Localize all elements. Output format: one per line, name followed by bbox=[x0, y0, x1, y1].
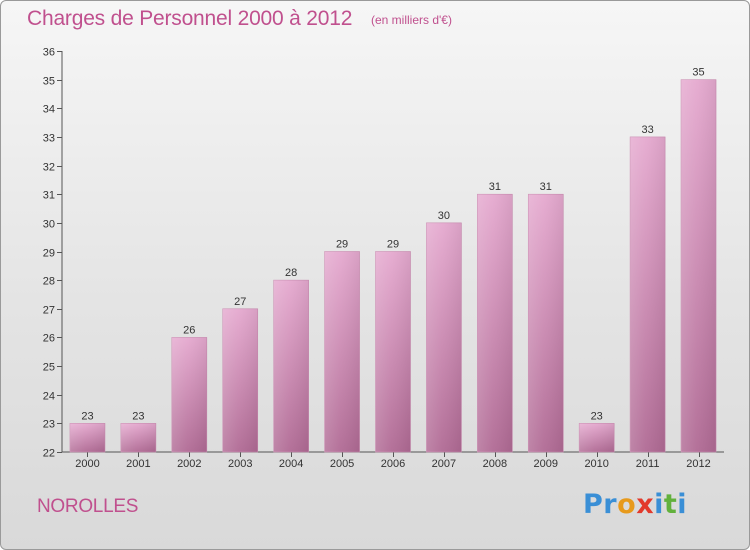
y-tick-label: 23 bbox=[43, 419, 55, 431]
bar-shine bbox=[681, 79, 717, 453]
x-tick-label: 2004 bbox=[279, 458, 303, 470]
bar-value-label: 27 bbox=[234, 296, 246, 308]
y-tick-label: 22 bbox=[43, 448, 55, 460]
logo-letter: i bbox=[654, 489, 664, 520]
data-labels: 23 23 26 27 28 29 29 30 31 31 23 33 35 bbox=[81, 67, 704, 423]
bar-shine bbox=[426, 222, 462, 452]
x-tick-label: 2011 bbox=[636, 458, 660, 470]
bar-value-label: 29 bbox=[336, 239, 348, 251]
y-tick-label: 34 bbox=[43, 104, 55, 116]
x-tick-label: 2007 bbox=[432, 458, 456, 470]
y-tick-label: 33 bbox=[43, 133, 55, 145]
y-tick-label: 27 bbox=[43, 305, 55, 317]
x-tick-label: 2012 bbox=[686, 458, 710, 470]
logo-letter: t bbox=[663, 489, 678, 520]
y-tick-label: 36 bbox=[43, 47, 55, 59]
x-tick-label: 2010 bbox=[584, 458, 608, 470]
x-tick-label: 2003 bbox=[228, 458, 252, 470]
x-tick-label: 2000 bbox=[75, 458, 99, 470]
logo-letter: o bbox=[617, 489, 637, 520]
bar-value-label: 28 bbox=[285, 267, 297, 279]
bar-value-label: 23 bbox=[132, 410, 144, 422]
bar-shine bbox=[477, 194, 513, 452]
bar-shine bbox=[222, 308, 258, 452]
bar-value-label: 29 bbox=[387, 239, 399, 251]
logo-letter: r bbox=[603, 489, 618, 520]
y-tick-label: 32 bbox=[43, 162, 55, 174]
y-tick-label: 31 bbox=[43, 190, 55, 202]
y-tick-label: 24 bbox=[43, 391, 55, 403]
x-tick-label: 2002 bbox=[177, 458, 201, 470]
bar-shine bbox=[69, 423, 105, 452]
bar-shine bbox=[528, 194, 564, 452]
logo-letter: P bbox=[583, 489, 604, 520]
bar-value-label: 31 bbox=[489, 181, 501, 193]
bar-value-label: 33 bbox=[641, 124, 653, 136]
y-tick-label: 25 bbox=[43, 362, 55, 374]
y-tick-label: 28 bbox=[43, 276, 55, 288]
bars bbox=[69, 79, 717, 453]
y-tick-label: 30 bbox=[43, 219, 55, 231]
y-tick-label: 29 bbox=[43, 248, 55, 260]
commune-name: NOROLLES bbox=[37, 496, 139, 517]
chart-subtitle: (en milliers d'€) bbox=[371, 13, 452, 27]
bar-shine bbox=[273, 280, 309, 452]
proxiti-logo: Proxiti bbox=[583, 489, 687, 520]
x-tick-label: 2005 bbox=[330, 458, 354, 470]
y-tick-label: 26 bbox=[43, 333, 55, 345]
chart-title: Charges de Personnel 2000 à 2012 bbox=[27, 7, 353, 30]
bar-shine bbox=[630, 136, 666, 452]
logo-letter: i bbox=[677, 489, 688, 520]
bar-shine bbox=[324, 251, 360, 452]
bar-shine bbox=[171, 337, 207, 452]
bar-value-label: 30 bbox=[438, 210, 450, 222]
bar-value-label: 26 bbox=[183, 324, 195, 336]
x-tick-label: 2009 bbox=[534, 458, 558, 470]
x-tick-label: 2008 bbox=[483, 458, 507, 470]
bar-value-label: 23 bbox=[591, 410, 603, 422]
bar-shine bbox=[120, 423, 156, 452]
bar-shine bbox=[375, 251, 411, 452]
bar-value-label: 31 bbox=[540, 181, 552, 193]
bar-value-label: 23 bbox=[81, 410, 93, 422]
x-tick-label: 2006 bbox=[381, 458, 405, 470]
y-tick-label: 35 bbox=[43, 76, 55, 88]
bar-shine bbox=[579, 423, 615, 452]
logo-letter: x bbox=[636, 489, 655, 520]
x-tick-label: 2001 bbox=[126, 458, 150, 470]
bar-value-label: 35 bbox=[692, 67, 704, 79]
